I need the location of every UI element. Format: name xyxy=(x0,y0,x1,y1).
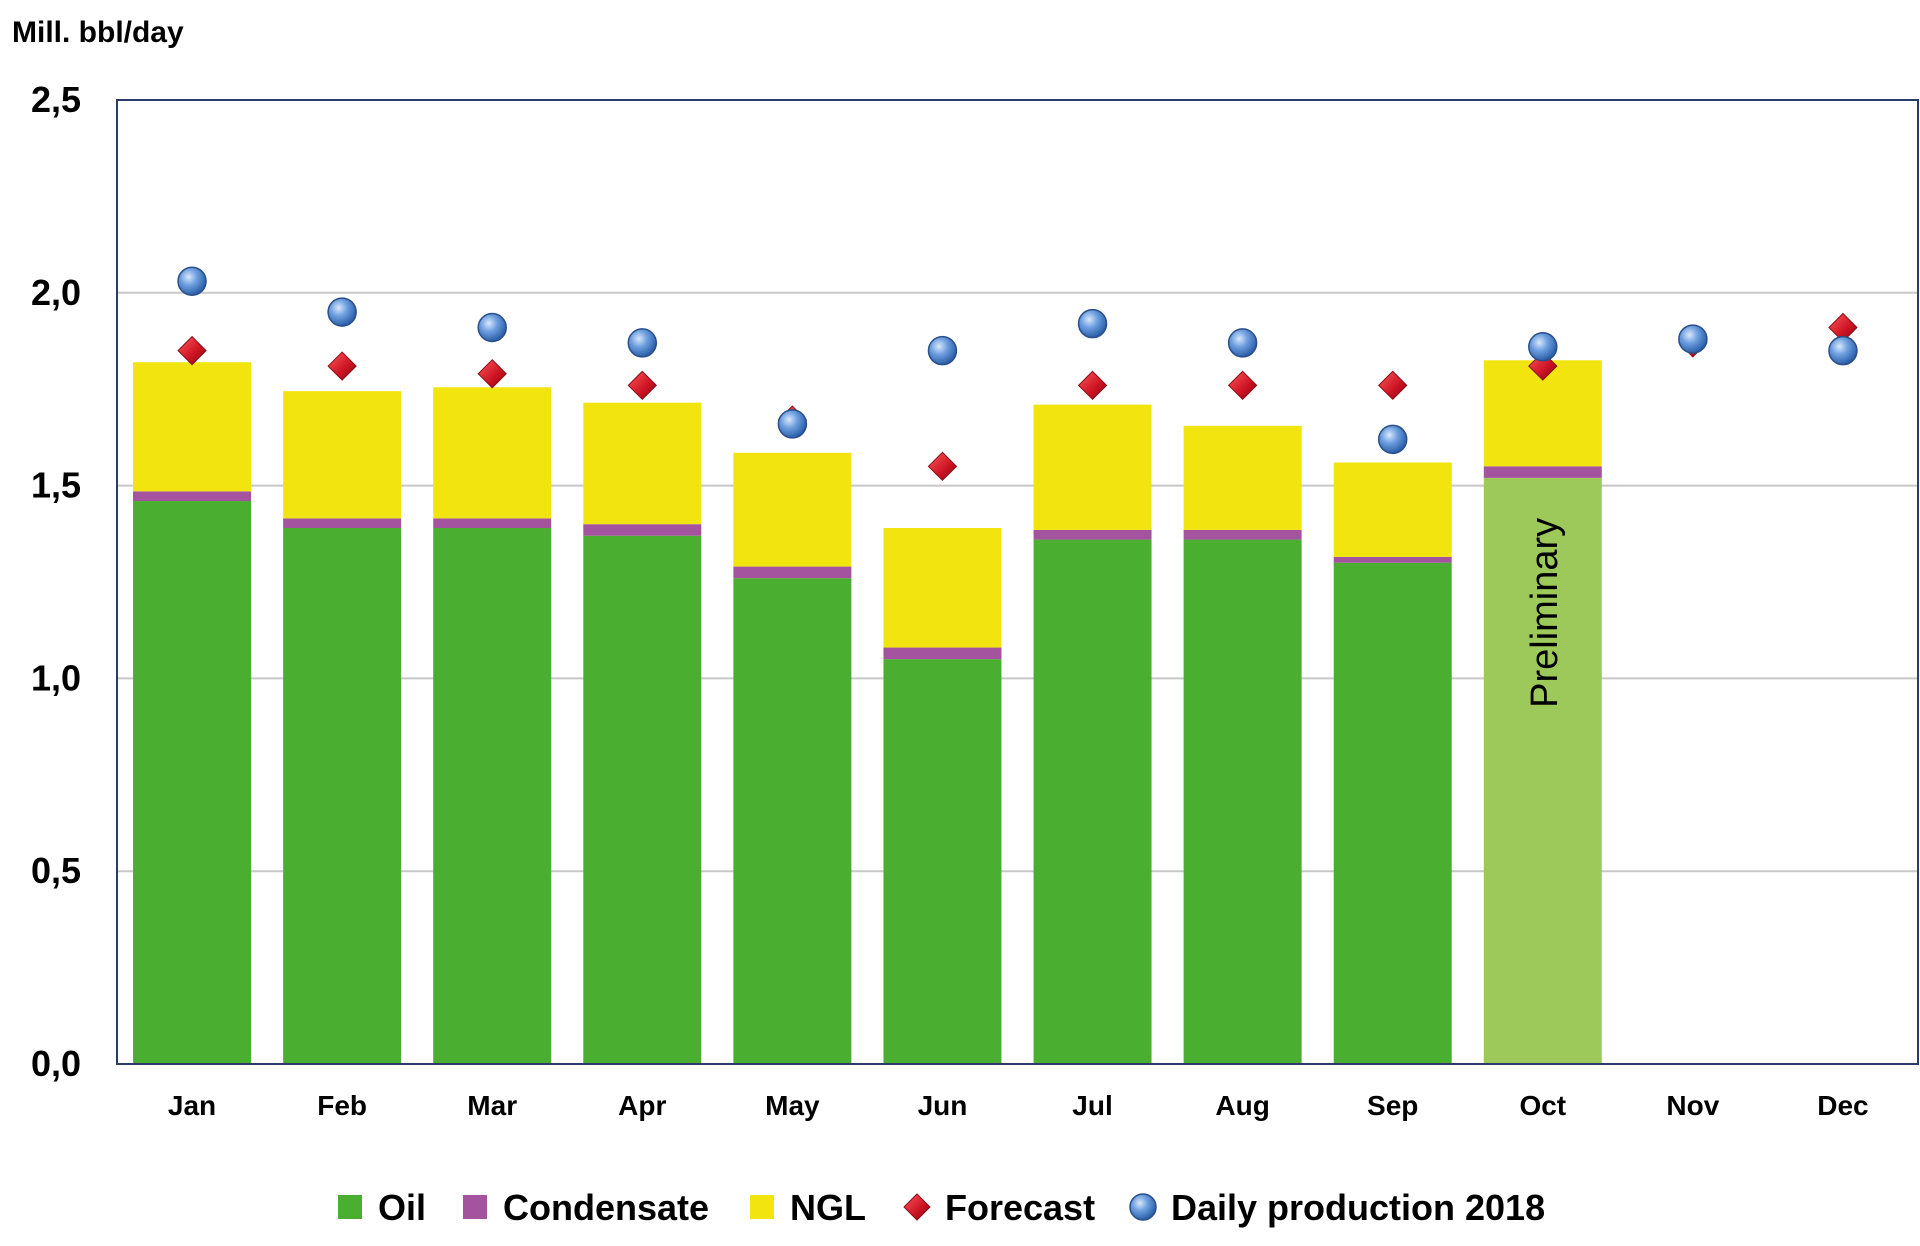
bar-oil-oct xyxy=(1483,477,1602,1064)
bar-ngl-feb xyxy=(283,391,402,519)
legend-swatch-ngl xyxy=(750,1195,774,1219)
bar-condensate-may xyxy=(733,566,852,579)
bar-ngl-jul xyxy=(1033,404,1152,530)
marker-daily-production-2018-mar xyxy=(477,312,507,343)
bar-condensate-aug xyxy=(1183,529,1302,540)
x-tick-label: Dec xyxy=(1817,1090,1868,1121)
marker-daily-production-2018-dec xyxy=(1828,335,1858,366)
x-tick-label: Aug xyxy=(1215,1090,1269,1121)
marker-daily-production-2018-apr xyxy=(627,328,658,358)
marker-forecast-aug xyxy=(1227,370,1258,401)
legend-label: Forecast xyxy=(945,1187,1095,1228)
annotation-preliminary: Preliminary xyxy=(1524,518,1566,708)
bar-ngl-jan xyxy=(133,362,252,492)
y-tick-label: 1,5 xyxy=(31,465,81,506)
bar-ngl-may xyxy=(733,452,852,567)
bar-oil-jul xyxy=(1033,539,1152,1064)
x-tick-label: Feb xyxy=(317,1090,367,1121)
legend-label: Condensate xyxy=(503,1187,709,1228)
bar-oil-aug xyxy=(1183,539,1302,1064)
x-tick-label: Jan xyxy=(168,1090,216,1121)
bar-condensate-mar xyxy=(433,518,552,529)
bar-ngl-mar xyxy=(433,387,552,519)
marker-daily-production-2018-aug xyxy=(1227,328,1258,358)
x-tick-label: Jun xyxy=(918,1090,968,1121)
legend-swatch-daily-production xyxy=(1129,1193,1157,1221)
bar-oil-sep xyxy=(1333,562,1452,1064)
bar-condensate-jul xyxy=(1033,529,1152,540)
marker-forecast-jun xyxy=(927,451,958,482)
marker-forecast-apr xyxy=(627,370,657,401)
marker-daily-production-2018-jun xyxy=(927,335,958,366)
x-tick-label: May xyxy=(765,1090,820,1121)
bar-condensate-jan xyxy=(133,491,252,502)
marker-daily-production-2018-jan xyxy=(177,266,207,296)
x-axis-ticks: Jan Feb Mar Apr May Jun Jul Aug Sep Oct Nov Dec xyxy=(168,1090,1869,1121)
legend: Oil Condensate NGL Forecast Daily production… xyxy=(338,1187,1545,1228)
bar-condensate-sep xyxy=(1333,556,1452,563)
x-tick-label: Mar xyxy=(467,1090,517,1121)
gridlines xyxy=(117,291,1918,873)
y-tick-label: 1,0 xyxy=(31,657,81,698)
y-tick-label: 0,5 xyxy=(31,850,81,891)
markers xyxy=(177,266,1858,482)
marker-daily-production-2018-sep xyxy=(1377,424,1408,455)
bar-oil-apr xyxy=(583,535,702,1064)
y-axis-ticks: 0,0 0,5 1,0 1,5 2,0 2,5 xyxy=(31,79,81,1084)
annotations: Preliminary xyxy=(1524,518,1566,708)
x-tick-label: Sep xyxy=(1367,1090,1418,1121)
x-tick-label: Nov xyxy=(1666,1090,1719,1121)
bar-condensate-feb xyxy=(283,518,402,529)
bars xyxy=(133,360,1602,1064)
bar-oil-may xyxy=(733,578,852,1064)
y-tick-label: 2,0 xyxy=(31,272,81,313)
y-axis-title: Mill. bbl/day xyxy=(12,16,184,49)
marker-forecast-feb xyxy=(327,351,357,381)
bar-oil-jun xyxy=(883,659,1002,1064)
bar-ngl-aug xyxy=(1183,425,1302,530)
legend-swatch-condensate xyxy=(463,1195,487,1219)
marker-daily-production-2018-nov xyxy=(1678,324,1708,354)
bar-oil-jan xyxy=(133,501,252,1064)
bar-oil-mar xyxy=(433,528,552,1064)
marker-daily-production-2018-feb xyxy=(327,297,357,327)
legend-swatch-oil xyxy=(338,1195,362,1219)
marker-forecast-jul xyxy=(1077,370,1108,401)
x-tick-label: Oct xyxy=(1519,1090,1566,1121)
legend-label: NGL xyxy=(790,1187,866,1228)
bar-ngl-sep xyxy=(1333,462,1452,557)
marker-daily-production-2018-may xyxy=(777,409,808,439)
legend-swatch-forecast xyxy=(903,1193,931,1221)
bar-condensate-oct xyxy=(1483,466,1602,478)
legend-label: Oil xyxy=(378,1187,426,1228)
legend-label: Daily production 2018 xyxy=(1171,1187,1545,1228)
marker-forecast-jan xyxy=(177,335,207,366)
y-tick-label: 0,0 xyxy=(31,1043,81,1084)
marker-daily-production-2018-jul xyxy=(1077,308,1108,339)
x-tick-label: Apr xyxy=(618,1090,666,1121)
marker-forecast-mar xyxy=(477,359,507,389)
x-tick-label: Jul xyxy=(1072,1090,1112,1121)
bar-condensate-apr xyxy=(583,524,702,536)
bar-ngl-apr xyxy=(583,402,702,525)
marker-forecast-sep xyxy=(1378,370,1408,401)
bar-condensate-jun xyxy=(883,647,1002,660)
plot-frame xyxy=(116,99,1919,1065)
marker-daily-production-2018-oct xyxy=(1528,332,1558,362)
bar-oil-feb xyxy=(283,528,402,1064)
y-tick-label: 2,5 xyxy=(31,79,81,120)
bar-ngl-jun xyxy=(883,528,1002,648)
